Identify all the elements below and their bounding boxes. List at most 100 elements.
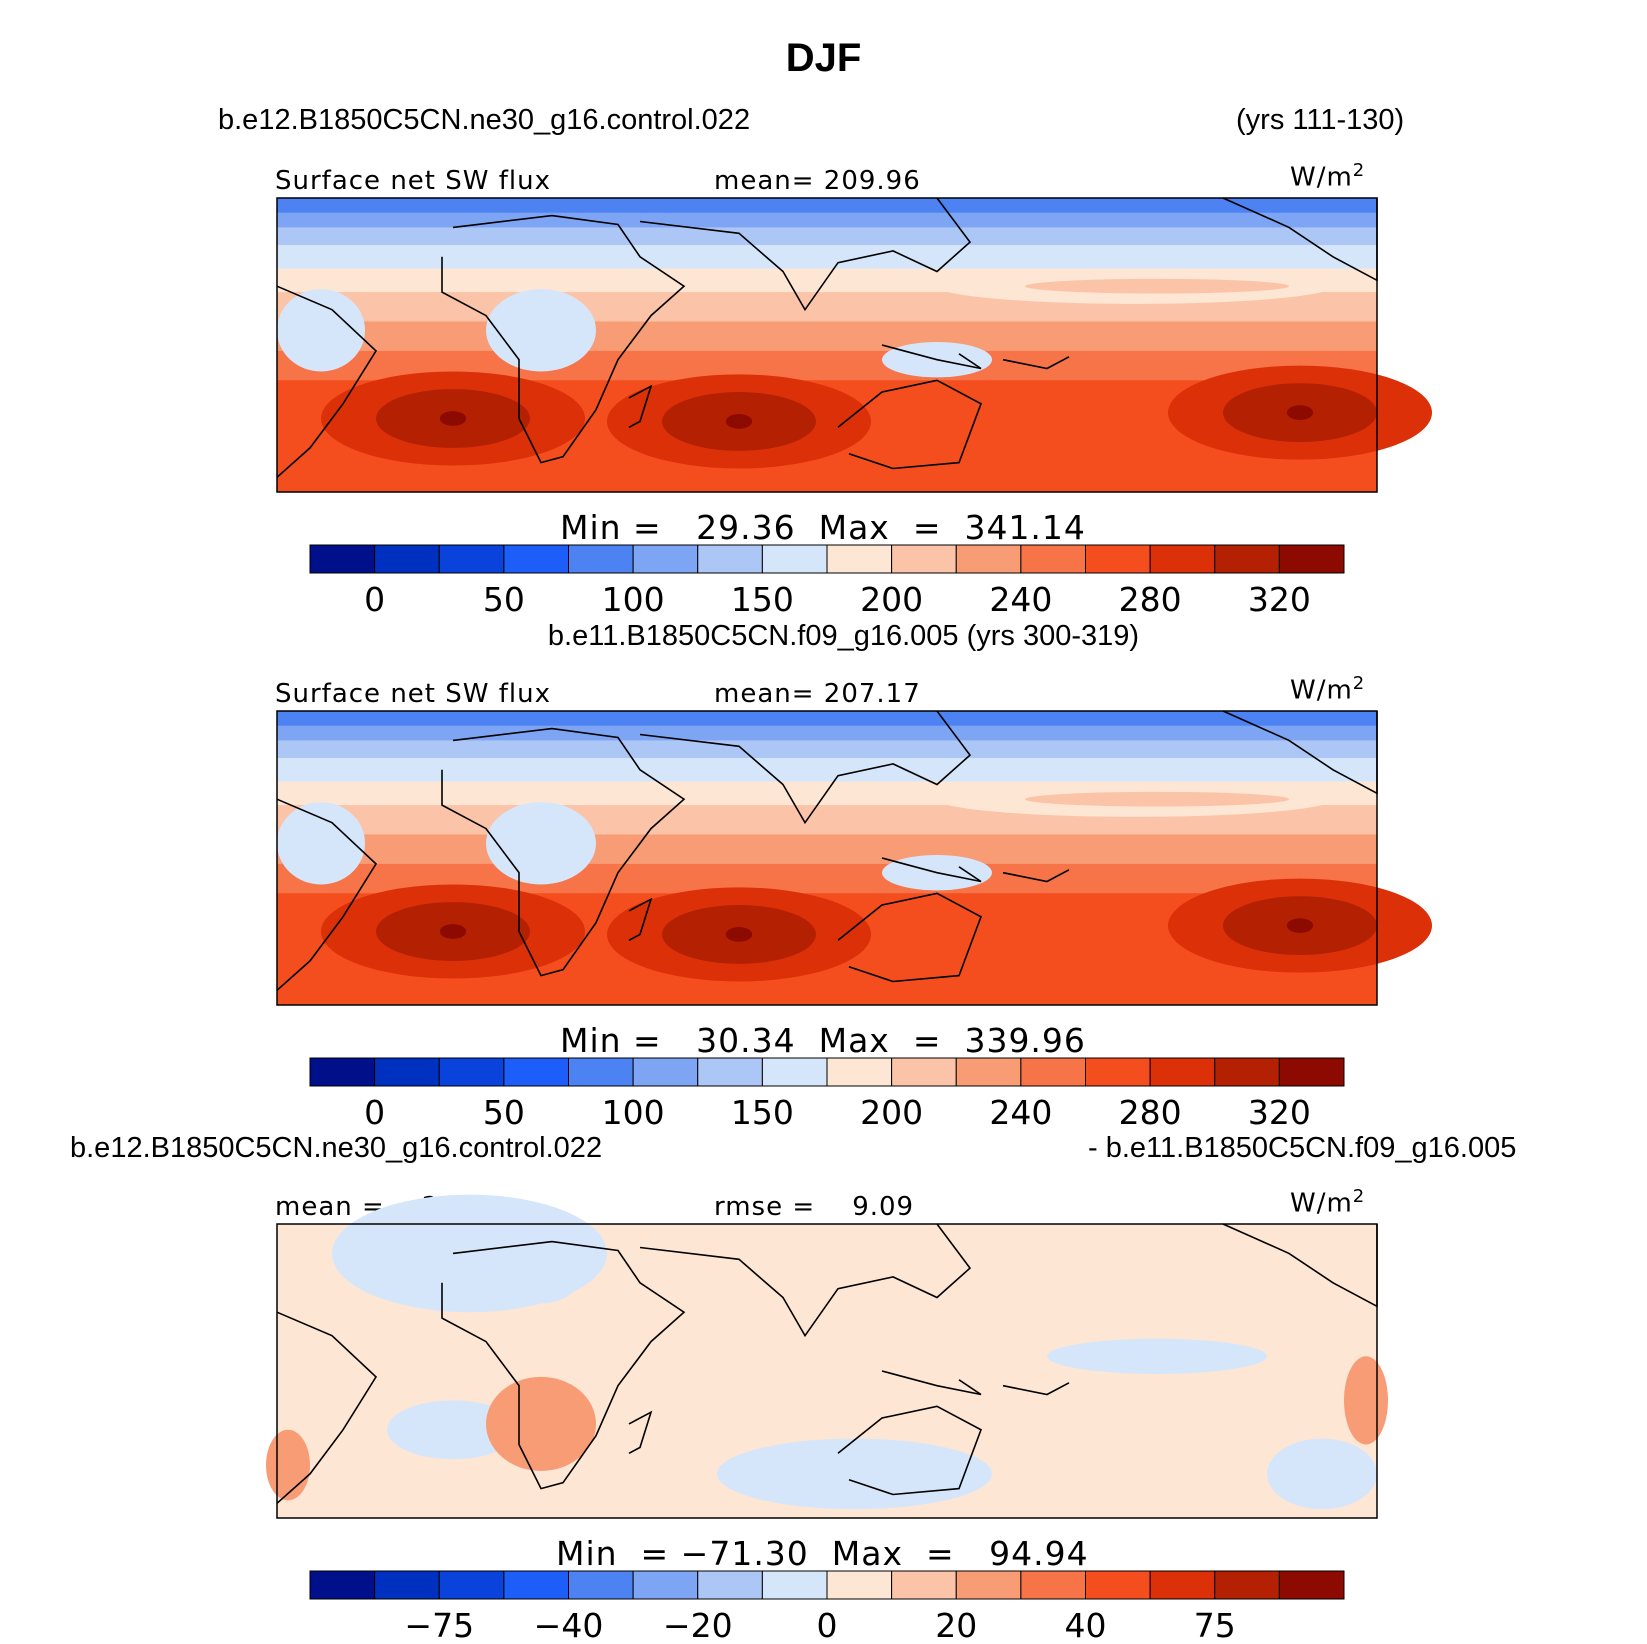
colorbar-box: [826, 544, 893, 574]
units-text: W/m: [1290, 162, 1353, 193]
panel2-mean-label: mean= 207.17: [714, 679, 921, 709]
colorbar-box: [761, 544, 828, 574]
colorbar-box: [632, 1057, 699, 1087]
colorbar-box: [1278, 1570, 1345, 1600]
colorbar-box: [374, 1057, 440, 1087]
colorbar-box: [1149, 544, 1216, 574]
colorbar-tick-label: 50: [483, 1093, 525, 1132]
panel1-mean-label: mean= 209.96: [714, 166, 921, 196]
colorbar-box: [1085, 544, 1151, 574]
colorbar-box: [309, 544, 376, 574]
coastline: [276, 1311, 378, 1504]
colorbar-tick-label: 280: [1119, 1093, 1182, 1132]
coastline: [837, 1405, 982, 1496]
diff-negative-region: [497, 1232, 585, 1304]
colorbar-box: [1278, 544, 1345, 574]
colorbar-box: [438, 1570, 505, 1600]
units-superscript: 2: [1352, 673, 1366, 694]
panel1-variable-label: Surface net SW flux: [275, 166, 551, 196]
max-peak: [1286, 405, 1314, 420]
panel2-minmax-label: Min = 30.34 Max = 339.96: [560, 1021, 1086, 1060]
colorbar-box: [955, 1570, 1022, 1600]
coastline: [881, 344, 982, 370]
colorbar-tick-label: 150: [731, 580, 794, 619]
colorbar-box: [503, 1570, 569, 1600]
cloudy-land: [486, 802, 596, 885]
coastline: [628, 384, 653, 429]
map-frame: [276, 1223, 1378, 1519]
lat-band: [277, 758, 1377, 783]
map-field-group: [266, 1194, 1388, 1518]
colorbar-box: [438, 1057, 505, 1087]
colorbar-tick-label: 0: [364, 580, 385, 619]
diff-negative-region: [1267, 1438, 1377, 1510]
colorbar-box: [632, 1570, 699, 1600]
colorbar-box: [632, 544, 699, 574]
max-peak: [1286, 918, 1314, 933]
colorbar-tick-label: 150: [731, 1093, 794, 1132]
colorbar-box: [309, 1570, 376, 1600]
colorbar-tick-label: 75: [1194, 1606, 1236, 1644]
colorbar-box: [503, 1057, 569, 1087]
diff-positive-region: [486, 1376, 596, 1471]
colorbar-tick-label: 280: [1119, 580, 1182, 619]
colorbar-box: [891, 1570, 957, 1600]
colorbar-box: [761, 1570, 828, 1600]
panel1-units-label: W/m2: [1290, 160, 1365, 193]
colorbar-tick-label: −40: [534, 1606, 604, 1644]
units-superscript: 2: [1352, 1186, 1366, 1207]
coastline: [639, 197, 972, 312]
colorbar-box: [1278, 1057, 1345, 1087]
panel3-rmse-label: rmse = 9.09: [714, 1192, 915, 1222]
itcz-core: [1025, 791, 1289, 807]
colorbar-box: [826, 1057, 893, 1087]
panel2-units-label: W/m2: [1290, 673, 1365, 706]
colorbar-tick-label: 100: [602, 1093, 665, 1132]
colorbar-tick-label: 320: [1248, 1093, 1311, 1132]
panel2-variable-label: Surface net SW flux: [275, 679, 551, 709]
cloudy-land: [277, 289, 365, 372]
lat-band: [277, 711, 1377, 727]
colorbar-box: [1149, 1570, 1216, 1600]
coastline: [441, 1240, 686, 1490]
panel3-minmax-label: Min = −71.30 Max = 94.94: [556, 1534, 1089, 1573]
figure-title: DJF: [785, 36, 862, 80]
coastline: [639, 710, 972, 825]
coastline: [276, 798, 378, 991]
colorbar-box: [891, 1057, 957, 1087]
panel3-units-label: W/m2: [1290, 1186, 1365, 1219]
panel2-case-label: b.e11.B1850C5CN.f09_g16.005 (yrs 300-319…: [547, 620, 1140, 652]
panel3-case-right-label: - b.e11.B1850C5CN.f09_g16.005: [1088, 1132, 1517, 1164]
colorbar-tick-label: 100: [602, 580, 665, 619]
coastline: [881, 1370, 982, 1396]
colorbar-box: [761, 1057, 828, 1087]
units-text: W/m: [1290, 1188, 1353, 1219]
map-field-group: [277, 198, 1432, 493]
colorbar-tick-label: 320: [1248, 580, 1311, 619]
colorbar-box: [374, 1570, 440, 1600]
coastline: [441, 727, 686, 977]
coastline: [837, 892, 982, 983]
panel3-case-left-label: b.e12.B1850C5CN.ne30_g16.control.022: [70, 1132, 603, 1164]
coastline: [1002, 356, 1070, 370]
colorbar-tick-label: 240: [989, 1093, 1052, 1132]
colorbar-box: [503, 544, 569, 574]
lat-band: [277, 198, 1377, 214]
colorbar-box: [568, 1057, 634, 1087]
colorbar-box: [1085, 1570, 1151, 1600]
colorbar-tick-label: 20: [935, 1606, 977, 1644]
coastline: [639, 1223, 972, 1338]
colorbar-box: [568, 544, 634, 574]
colorbar-box: [697, 1570, 763, 1600]
colorbar-box: [568, 1570, 634, 1600]
cloudy-land: [486, 289, 596, 372]
panel1-case-label: b.e12.B1850C5CN.ne30_g16.control.022: [218, 104, 751, 136]
units-superscript: 2: [1352, 160, 1366, 181]
colorbar-box: [697, 544, 763, 574]
max-peak: [725, 414, 753, 429]
colorbar-box: [1214, 1570, 1280, 1600]
